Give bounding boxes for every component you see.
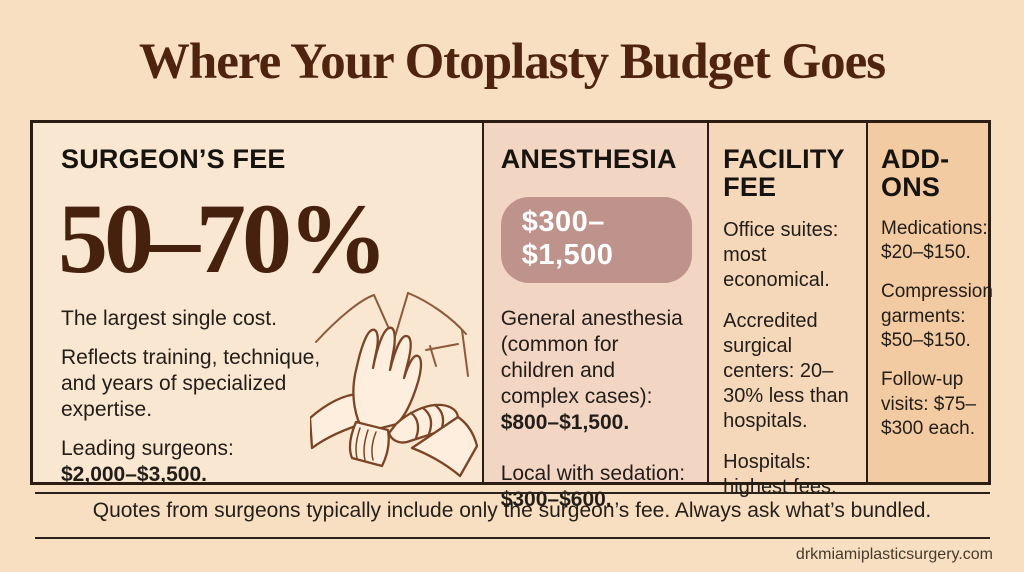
surgeons-fee-percentage: 50–70% [58,183,388,295]
page-title: Where Your Otoplasty Budget Goes [138,34,886,90]
anesthesia-local: Local with sedation: $300–$600. [501,461,692,513]
anesthesia-general-price: $800–$1,500. [500,411,630,435]
website-url: drkmiamiplasticsurgery.com [795,546,993,563]
panel-surgeons-fee: SURGEON’S FEE 50–70% The largest single … [33,123,482,486]
facility-item-office-suites: Office suites: most economical. [723,218,839,291]
add-ons-item-medications: Medications: $20–$150. [881,217,988,263]
panel-anesthesia: ANESTHESIA $300–$1,500 General anesthesi… [481,123,708,511]
footer-note: Quotes from surgeons typically include o… [92,499,932,522]
panel-facility-fee: FACILITY FEE Office suites: most economi… [707,123,866,498]
add-ons-item-follow-up-visits: Follow-up visits: $75–$300 each. [881,369,977,439]
add-ons-header: ADD-ONS [881,144,950,203]
budget-breakdown-box: SURGEON’S FEE 50–70% The largest single … [30,120,993,511]
anesthesia-general: General anesthesia (common for children … [501,306,692,436]
anesthesia-general-label: General anesthesia (common for children … [500,307,683,409]
anesthesia-header: ANESTHESIA [500,144,677,174]
surgeons-fee-leading: Leading surgeons: $2,000–$3,500. [61,436,335,488]
anesthesia-price-badge: $300–$1,500 [500,197,693,284]
anesthesia-local-price: $300–$600. [500,488,612,512]
leading-surgeons-label: Leading surgeons: [61,437,234,461]
gloved-hands-illustration [308,290,478,480]
surgeons-fee-note-2: Reflects training, technique, and years … [61,346,321,422]
facility-item-surgical-centers: Accredited surgical centers: 20–30% less… [723,309,849,432]
anesthesia-local-label: Local with sedation: [500,462,686,486]
facility-fee-header: FACILITY FEE [723,144,845,203]
leading-surgeons-price: $2,000–$3,500. [61,463,207,487]
add-ons-item-compression-garments: Compression garments: $50–$150. [881,281,993,351]
surgeons-fee-note-1: The largest single cost. [61,307,277,331]
divider-line-bottom [35,537,990,539]
panel-add-ons: ADD-ONS Medications: $20–$150. Compressi… [866,123,993,482]
divider-line-top [35,492,990,494]
surgeons-fee-header: SURGEON’S FEE [61,144,286,174]
